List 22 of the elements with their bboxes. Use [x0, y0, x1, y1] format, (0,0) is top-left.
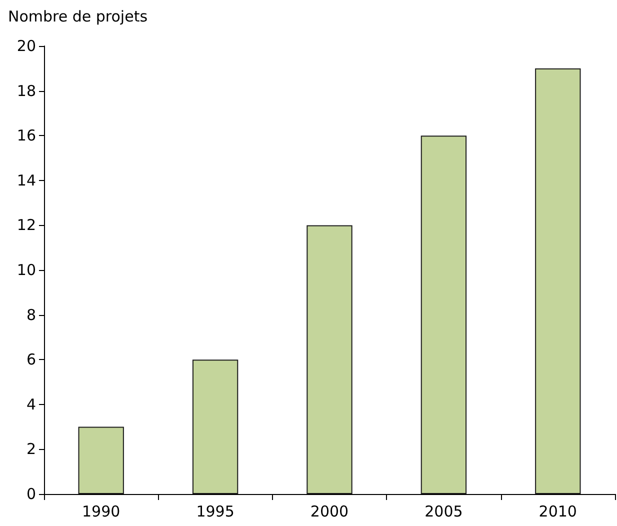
y-tick-label: 6 [26, 350, 36, 369]
bar [192, 360, 238, 494]
bar [420, 136, 467, 494]
x-tick-label: 1990 [82, 502, 120, 520]
y-tick-label: 8 [26, 306, 36, 324]
y-tick-label: 4 [26, 395, 36, 414]
bar [306, 225, 352, 494]
y-tick-label: 0 [26, 485, 36, 503]
y-tick-label: 10 [16, 261, 36, 279]
y-tick-label: 20 [16, 37, 36, 55]
x-tick-label: 2010 [538, 502, 577, 520]
x-tick-label: 2005 [424, 502, 463, 520]
y-tick-label: 12 [16, 216, 36, 234]
y-tick-label: 16 [16, 126, 36, 145]
bar [535, 68, 581, 494]
y-tick-label: 14 [16, 171, 36, 190]
x-tick-label: 2000 [310, 502, 349, 520]
bar [78, 426, 124, 494]
y-tick-label: 18 [16, 82, 36, 100]
y-axis-title: Nombre de projets [8, 8, 148, 26]
x-tick-label: 1995 [196, 502, 234, 520]
y-tick-label: 2 [26, 440, 36, 458]
